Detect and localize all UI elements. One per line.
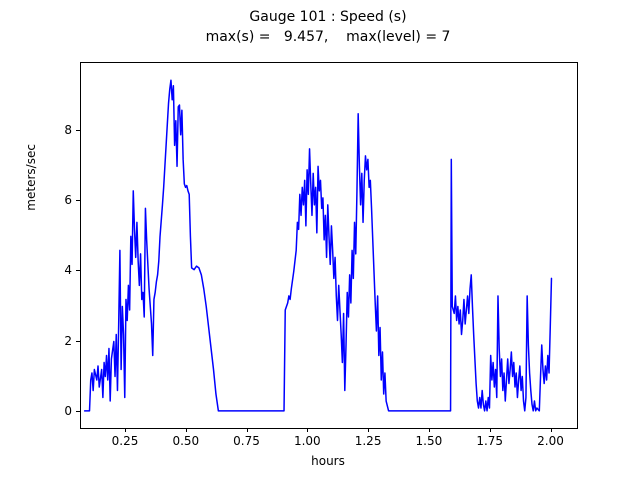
- x-tick-label: 1.50: [415, 434, 443, 448]
- chart-subtitle: max(s) = 9.457, max(level) = 7: [205, 29, 451, 45]
- y-tick-mark: [76, 340, 80, 342]
- x-tick-mark: [368, 428, 370, 432]
- x-tick-label: 0.50: [172, 434, 200, 448]
- y-tick-label: 6: [64, 193, 72, 208]
- x-tick-label: 1.25: [354, 434, 382, 448]
- x-tick-mark: [550, 428, 552, 432]
- x-axis-label: hours: [311, 454, 345, 468]
- x-tick-mark: [428, 428, 430, 432]
- x-tick-label: 0.75: [233, 434, 260, 448]
- speed-line: [83, 79, 553, 412]
- y-tick-mark: [76, 270, 80, 272]
- plot-area: [80, 62, 578, 429]
- y-tick-label: 4: [64, 263, 72, 278]
- x-tick-label: 2.00: [537, 434, 564, 448]
- y-tick-mark: [76, 410, 80, 412]
- y-tick-mark: [76, 200, 80, 202]
- x-tick-mark: [489, 428, 491, 432]
- x-tick-mark: [125, 428, 126, 432]
- x-tick-mark: [246, 428, 248, 432]
- y-tick-label: 2: [64, 333, 72, 348]
- x-tick-mark: [307, 428, 309, 432]
- speed-line-series: [83, 79, 553, 412]
- x-tick-label: 0.25: [111, 434, 139, 448]
- chart-title: Gauge 101 : Speed (s): [249, 9, 407, 25]
- y-tick-label: 8: [64, 123, 72, 138]
- y-tick-mark: [76, 130, 80, 132]
- x-tick-label: 1.00: [293, 434, 321, 448]
- x-tick-mark: [185, 428, 187, 432]
- x-tick-label: 1.75: [476, 434, 504, 448]
- y-axis-label: meters/sec: [24, 144, 38, 211]
- y-tick-label: 0: [64, 403, 72, 418]
